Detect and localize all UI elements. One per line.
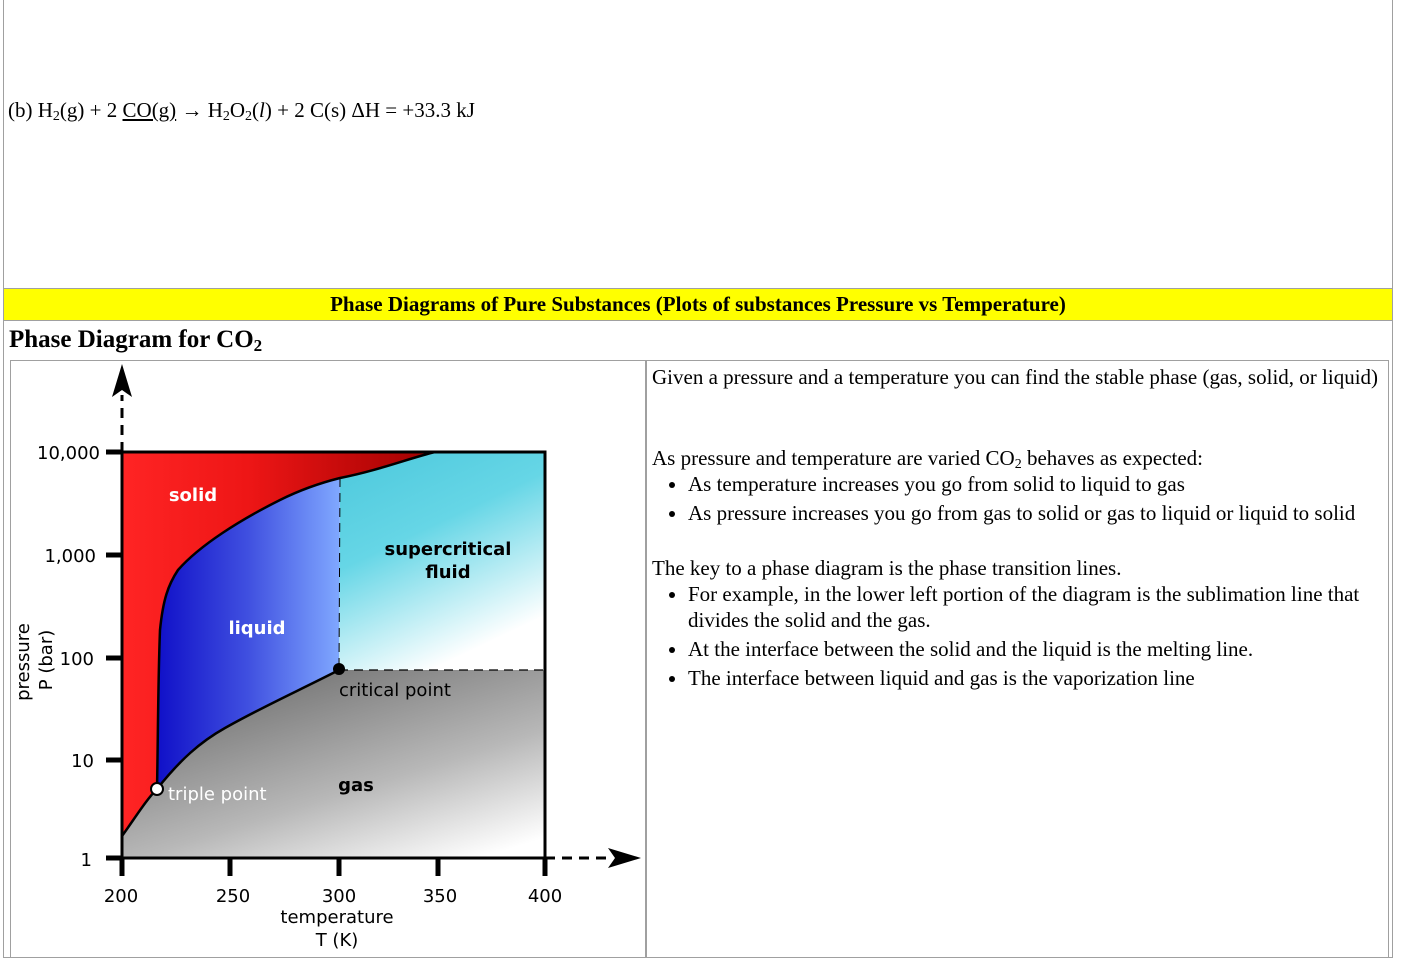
- x-axis-label-line1: temperature: [280, 907, 393, 928]
- x-axis-arrowhead: [608, 848, 641, 868]
- plot-frame: [120, 450, 547, 860]
- list-item: As temperature increases you go from sol…: [688, 471, 1384, 497]
- liquid-label: liquid: [228, 618, 285, 639]
- product-2: + 2 C(s): [277, 98, 347, 122]
- x-axis-ticks: [119, 858, 548, 876]
- critical-point-label: critical point: [339, 680, 451, 701]
- y-tick-1000: 1,000: [44, 546, 96, 567]
- supercritical-label-line2: fluid: [425, 562, 470, 583]
- liquid-region: [157, 478, 340, 789]
- y-axis-label-line1: pressure: [13, 623, 34, 701]
- section-header: Phase Diagrams of Pure Substances (Plots…: [4, 288, 1392, 321]
- x-tick-250: 250: [216, 886, 250, 907]
- melting-line: [155, 450, 436, 790]
- list-item: The interface between liquid and gas is …: [688, 665, 1384, 691]
- product-1: H: [207, 98, 223, 122]
- reactant-2-link[interactable]: CO(g): [122, 98, 177, 122]
- list-item: As pressure increases you go from gas to…: [688, 500, 1384, 526]
- y-axis-label-line2: P (bar): [36, 630, 57, 690]
- x-tick-350: 350: [423, 886, 457, 907]
- critical-point-marker: [333, 663, 345, 675]
- y-tick-100: 100: [60, 649, 94, 670]
- diagram-title: Phase Diagram for CO2: [9, 326, 263, 355]
- list-item: At the interface between the solid and t…: [688, 636, 1384, 662]
- equation-label: (b): [8, 98, 33, 122]
- triple-point-marker: [150, 782, 164, 796]
- critical-temperature-dashed-line: [338, 477, 341, 671]
- y-axis-arrowhead: [112, 364, 132, 397]
- diagram-cell: [10, 360, 646, 958]
- solid-label: solid: [169, 485, 217, 506]
- reaction-equation: (b) H2(g) + 2 CO(g) → H2O2(l) + 2 C(s) Δ…: [8, 98, 475, 124]
- behavior-intro: As pressure and temperature are varied C…: [652, 446, 1204, 472]
- x-axis-label-line2: T (K): [315, 930, 359, 951]
- y-tick-10: 10: [71, 751, 94, 772]
- behavior-list: As temperature increases you go from sol…: [652, 471, 1384, 526]
- supercritical-label-line1: supercritical: [385, 539, 512, 560]
- explanation-cell: Given a pressure and a temperature you c…: [646, 360, 1389, 958]
- reaction-arrow: →: [181, 98, 203, 122]
- key-intro: The key to a phase diagram is the phase …: [652, 556, 1122, 580]
- y-tick-10000: 10,000: [37, 443, 100, 464]
- gas-label: gas: [338, 775, 374, 796]
- reactant-1: H: [37, 98, 53, 122]
- x-tick-200: 200: [104, 886, 138, 907]
- list-item: For example, in the lower left portion o…: [688, 581, 1384, 633]
- enthalpy-value: ΔH = +33.3 kJ: [351, 98, 475, 122]
- y-tick-1: 1: [81, 850, 92, 871]
- triple-point-label: triple point: [168, 784, 267, 805]
- key-list: For example, in the lower left portion o…: [652, 581, 1384, 691]
- intro-text: Given a pressure and a temperature you c…: [652, 365, 1379, 389]
- vaporization-line: [156, 668, 340, 790]
- y-axis-ticks: [106, 449, 122, 861]
- gas-region: [122, 670, 545, 858]
- x-tick-300: 300: [322, 886, 356, 907]
- x-tick-400: 400: [528, 886, 562, 907]
- supercritical-region: [339, 452, 545, 670]
